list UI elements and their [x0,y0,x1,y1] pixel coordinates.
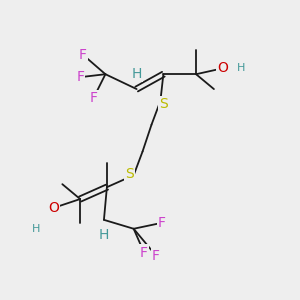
Text: F: F [79,48,87,62]
Text: H: H [131,67,142,81]
Text: H: H [236,63,245,73]
Text: O: O [48,201,59,215]
Text: F: F [140,245,148,260]
Text: F: F [76,70,84,84]
Text: H: H [32,224,40,234]
Text: O: O [218,61,228,75]
Text: F: F [89,91,98,105]
Text: F: F [158,216,166,230]
Text: F: F [152,248,160,262]
Text: S: S [160,97,168,111]
Text: H: H [99,228,109,242]
Text: S: S [125,167,134,181]
